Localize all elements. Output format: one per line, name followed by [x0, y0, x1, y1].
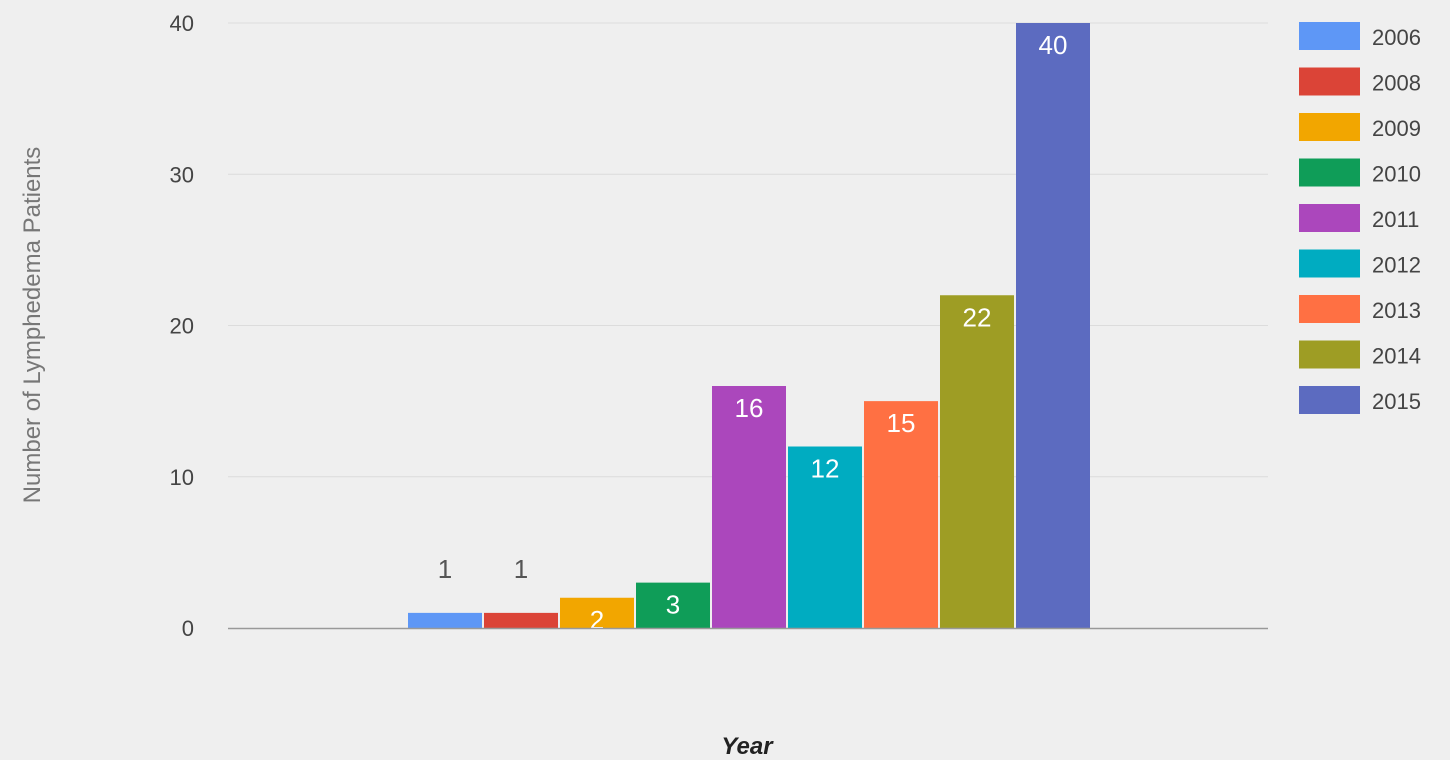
legend: 2006 2008 2009 2010 2011 2012 2013 2014 2015 [1299, 22, 1421, 414]
legend-label: 2015 [1372, 389, 1421, 414]
legend-label: 2012 [1372, 253, 1421, 278]
y-tick-label: 10 [170, 465, 194, 490]
legend-swatch-2013 [1299, 295, 1360, 323]
bar-value-label: 3 [666, 590, 680, 620]
y-tick-label: 30 [170, 162, 194, 187]
bar-2006 [408, 612, 482, 628]
legend-swatch-2014 [1299, 340, 1360, 369]
legend-label: 2013 [1372, 298, 1421, 323]
bars [408, 23, 1090, 628]
bar-2015 [1016, 23, 1090, 628]
y-axis-title: Number of Lymphedema Patients [19, 147, 46, 504]
bar-2010 [636, 582, 710, 628]
bar-value-label: 15 [887, 408, 916, 438]
legend-swatch-2009 [1299, 113, 1360, 141]
bar-2014 [940, 295, 1014, 628]
legend-label: 2010 [1372, 162, 1421, 187]
y-axis-ticks: 0 10 20 30 40 [170, 11, 194, 641]
bar-2011 [712, 386, 786, 628]
y-tick-label: 40 [170, 11, 194, 36]
bar-value-label: 12 [811, 454, 840, 484]
legend-swatch-2006 [1299, 22, 1360, 50]
legend-label: 2009 [1372, 116, 1421, 141]
bar-value-label: 16 [735, 393, 764, 423]
bar-value-label: 1 [514, 554, 528, 584]
legend-swatch-2010 [1299, 158, 1360, 187]
legend-label: 2008 [1372, 71, 1421, 96]
bar-2013 [864, 401, 938, 628]
bar-value-label: 40 [1039, 30, 1068, 60]
legend-swatch-2012 [1299, 249, 1360, 278]
bar-2012 [788, 446, 862, 628]
y-tick-label: 0 [182, 616, 194, 641]
legend-swatch-2015 [1299, 386, 1360, 414]
bar-2009 [560, 597, 634, 628]
bar-2008 [484, 612, 558, 628]
y-tick-label: 20 [170, 314, 194, 339]
legend-swatch-2008 [1299, 67, 1360, 96]
bar-value-label: 2 [590, 605, 604, 635]
x-axis-title: Year [721, 733, 774, 760]
bar-value-label: 1 [438, 554, 452, 584]
legend-label: 2014 [1372, 344, 1421, 369]
legend-label: 2011 [1372, 207, 1419, 232]
bar-value-label: 22 [963, 302, 992, 332]
legend-label: 2006 [1372, 25, 1421, 50]
legend-swatch-2011 [1299, 204, 1360, 232]
